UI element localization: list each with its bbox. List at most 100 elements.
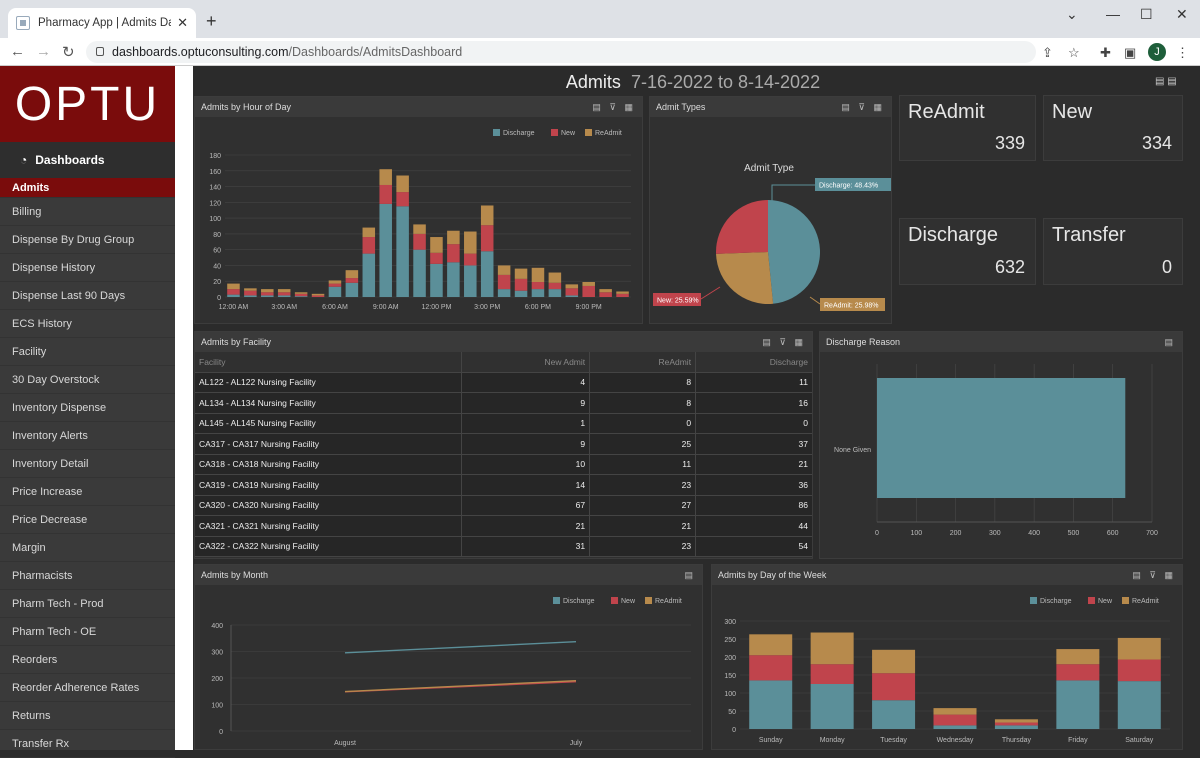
panel-tools-icon[interactable]: ▤ ⊽ ▦ bbox=[592, 102, 636, 112]
panel-header: Admit Types ▤ ⊽ ▦ bbox=[650, 97, 891, 117]
sidebar-item[interactable]: Dispense By Drug Group bbox=[0, 226, 175, 254]
sidebar-item[interactable]: Price Decrease bbox=[0, 506, 175, 534]
sidebar-item[interactable]: Returns bbox=[0, 702, 175, 730]
optu-logo[interactable]: OPTU bbox=[0, 66, 175, 142]
leader-line bbox=[771, 184, 815, 202]
kpi-discharge[interactable]: Discharge 632 bbox=[899, 218, 1036, 285]
close-window-icon[interactable]: ✕ bbox=[1176, 6, 1188, 22]
menu-icon[interactable]: ⋮ bbox=[1176, 45, 1189, 60]
side-panel-icon[interactable]: ▣ bbox=[1124, 45, 1137, 60]
table-row[interactable]: CA319 - CA319 Nursing Facility 14 23 36 bbox=[195, 474, 812, 496]
panel-tools-icon[interactable]: ▤ ⊽ ▦ bbox=[1132, 570, 1176, 580]
export-icons[interactable]: ▤ ▤ bbox=[1155, 76, 1177, 87]
table-row[interactable]: CA318 - CA318 Nursing Facility 10 11 21 bbox=[195, 454, 812, 475]
sidebar-item[interactable]: Dispense Last 90 Days bbox=[0, 282, 175, 310]
column-header[interactable]: Discharge bbox=[695, 352, 812, 373]
panel-title: Admits by Hour of Day bbox=[201, 102, 292, 112]
share-icon[interactable]: ⇪ bbox=[1042, 45, 1053, 60]
maximize-icon[interactable]: ☐ bbox=[1140, 6, 1153, 22]
panel-tools-icon[interactable]: ▤ ⊽ ▦ bbox=[841, 102, 885, 112]
new-tab-icon[interactable]: + bbox=[206, 11, 217, 31]
pie-slice bbox=[716, 200, 768, 254]
column-header[interactable]: New Admit bbox=[461, 352, 591, 373]
sidebar-item[interactable]: Pharm Tech - Prod bbox=[0, 590, 175, 618]
sidebar-item[interactable]: Inventory Alerts bbox=[0, 422, 175, 450]
bar-segment bbox=[810, 632, 854, 665]
x-tick-label: 400 bbox=[1028, 530, 1040, 537]
table-cell: CA320 - CA320 Nursing Facility bbox=[195, 495, 463, 516]
browser-tab[interactable]: Pharmacy App | Admits Dashboa ✕ bbox=[8, 8, 196, 38]
tab-search-icon[interactable]: ⌄ bbox=[1066, 6, 1078, 22]
bar-segment bbox=[311, 295, 325, 297]
bar-segment bbox=[396, 192, 409, 207]
bar-segment bbox=[749, 680, 793, 729]
sidebar-item[interactable]: Pharmacists bbox=[0, 562, 175, 590]
url-input[interactable]: dashboards.optuconsulting.com/Dashboards… bbox=[86, 41, 1036, 63]
table-cell: 86 bbox=[695, 495, 812, 516]
bar-segment bbox=[447, 230, 460, 245]
table-cell: 21 bbox=[589, 515, 697, 537]
kpi-transfer[interactable]: Transfer 0 bbox=[1043, 218, 1183, 285]
sidebar-item[interactable]: Admits bbox=[0, 178, 175, 198]
column-header[interactable]: ReAdmit bbox=[589, 352, 697, 373]
minimize-icon[interactable]: — bbox=[1106, 6, 1120, 22]
dashboards-header[interactable]: ◔ Dashboards bbox=[0, 142, 175, 178]
close-tab-icon[interactable]: ✕ bbox=[177, 15, 188, 30]
sidebar-item[interactable]: Margin bbox=[0, 534, 175, 562]
reload-icon[interactable]: ↻ bbox=[62, 44, 75, 61]
panel-tools-icon[interactable]: ▤ ⊽ ▦ bbox=[762, 337, 806, 347]
table-cell: 37 bbox=[695, 433, 812, 455]
kpi-readmit[interactable]: ReAdmit 339 bbox=[899, 95, 1036, 161]
kpi-new[interactable]: New 334 bbox=[1043, 95, 1183, 161]
sidebar-item[interactable]: Inventory Dispense bbox=[0, 394, 175, 422]
forward-icon[interactable]: → bbox=[36, 43, 51, 60]
back-icon[interactable]: ← bbox=[10, 43, 25, 60]
y-tick-label: 40 bbox=[213, 263, 221, 270]
extensions-icon[interactable]: ✚ bbox=[1100, 45, 1111, 60]
kpi-value: 0 bbox=[1161, 257, 1172, 277]
table-cell: 27 bbox=[589, 495, 697, 516]
sidebar-item[interactable]: 30 Day Overstock bbox=[0, 366, 175, 394]
sidebar-item[interactable]: Billing bbox=[0, 198, 175, 226]
sidebar-item[interactable]: Reorders bbox=[0, 646, 175, 674]
bar-segment bbox=[294, 292, 308, 294]
admit-types-panel: Admit Types ▤ ⊽ ▦ Admit Type Discharge: 48… bbox=[649, 96, 907, 324]
sidebar-item[interactable]: Pharm Tech - OE bbox=[0, 618, 175, 646]
table-cell: 31 bbox=[461, 536, 591, 557]
export-icon[interactable]: ▤ bbox=[1164, 337, 1176, 347]
column-header[interactable]: Facility bbox=[195, 352, 463, 373]
table-row[interactable]: AL145 - AL145 Nursing Facility 1 0 0 bbox=[195, 413, 812, 434]
table-row[interactable]: CA320 - CA320 Nursing Facility 67 27 86 bbox=[195, 495, 812, 516]
table-row[interactable]: CA321 - CA321 Nursing Facility 21 21 44 bbox=[195, 515, 812, 537]
kpi-value: 334 bbox=[1141, 133, 1172, 153]
kpi-label: ReAdmit bbox=[908, 101, 985, 123]
sidebar-scrollbar[interactable] bbox=[175, 66, 193, 750]
table-cell: 1 bbox=[461, 413, 591, 434]
x-tick-label: 3:00 PM bbox=[474, 304, 500, 311]
table-row[interactable]: CA322 - CA322 Nursing Facility 31 23 54 bbox=[195, 536, 812, 557]
slice-label-bg bbox=[653, 293, 701, 306]
pie-chart: Admit Type Discharge: 48.43% ReAdmit: 25.9… bbox=[653, 163, 907, 311]
table-row[interactable]: CA317 - CA317 Nursing Facility 9 25 37 bbox=[195, 433, 812, 455]
bar-segment bbox=[261, 292, 274, 296]
sidebar-item[interactable]: Dispense History bbox=[0, 254, 175, 282]
table-row[interactable]: AL134 - AL134 Nursing Facility 9 8 16 bbox=[195, 392, 812, 414]
sidebar-item[interactable]: Price Increase bbox=[0, 478, 175, 506]
table-row[interactable]: AL122 - AL122 Nursing Facility 4 8 11 bbox=[195, 372, 812, 393]
legend-label: Discharge bbox=[1040, 598, 1072, 605]
bar-segment bbox=[345, 270, 359, 279]
table-cell: 21 bbox=[461, 515, 591, 537]
export-icon[interactable]: ▤ bbox=[684, 570, 696, 580]
sidebar-item[interactable]: Reorder Adherence Rates bbox=[0, 674, 175, 702]
sidebar-item[interactable]: Facility bbox=[0, 338, 175, 366]
table-cell: 4 bbox=[461, 372, 591, 393]
sidebar-item[interactable]: ECS History bbox=[0, 310, 175, 338]
bookmark-star-icon[interactable]: ☆ bbox=[1068, 45, 1080, 60]
bar-segment bbox=[480, 205, 494, 226]
sidebar-item[interactable]: Inventory Detail bbox=[0, 450, 175, 478]
kpi-label: Transfer bbox=[1052, 224, 1126, 246]
sidebar-item[interactable]: Transfer Rx bbox=[0, 730, 175, 758]
bar-segment bbox=[227, 289, 240, 295]
bar-segment bbox=[872, 649, 916, 674]
profile-avatar[interactable]: J bbox=[1148, 43, 1166, 61]
